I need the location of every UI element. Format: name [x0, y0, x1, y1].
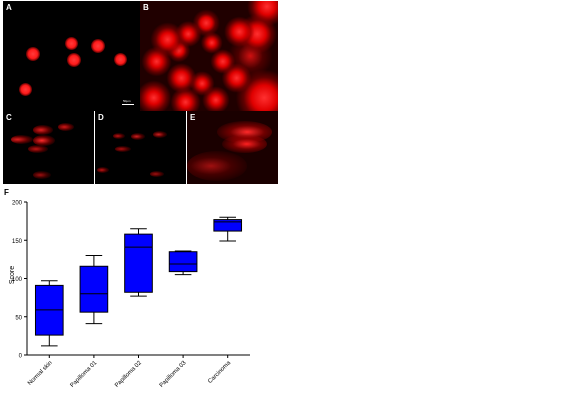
y-tick-label: 200 [12, 201, 23, 207]
y-axis-label: Score [9, 266, 16, 284]
comet-tail [58, 123, 74, 131]
x-tick-label: Papilloma 01 [70, 360, 99, 389]
panel-label-a: A [6, 3, 12, 12]
box-iqr [80, 266, 108, 312]
comet-nucleus [65, 37, 78, 50]
comet-nucleus [67, 53, 81, 67]
comet-tail [150, 171, 164, 177]
comet-tail [28, 145, 48, 153]
comet-tail [97, 167, 109, 173]
comet-nucleus [19, 83, 32, 96]
comet-tail [113, 133, 125, 139]
x-tick-label: Carcinoma [207, 360, 232, 385]
panel-label-e: E [190, 113, 195, 122]
y-tick-label: 150 [12, 239, 23, 245]
micrograph-panel-e: E [187, 111, 278, 184]
x-tick-label: Papilloma 03 [159, 360, 188, 389]
comet-tail [187, 151, 247, 181]
box-iqr [125, 234, 153, 292]
box-iqr [214, 220, 242, 231]
comet-tail [131, 133, 145, 140]
comet-tail [115, 146, 131, 152]
box-iqr [169, 252, 197, 272]
scale-bar [122, 104, 134, 105]
panel-label-f: F [4, 188, 9, 197]
comet-tail [11, 135, 33, 144]
panel-label-c: C [6, 113, 12, 122]
micrograph-panel-b: B B [140, 1, 278, 111]
comet-tail [33, 171, 51, 179]
x-tick-label: Papilloma 02 [114, 360, 143, 389]
comet-tail [153, 131, 167, 138]
comet-tail [222, 135, 267, 153]
comet-cluster [140, 1, 278, 111]
x-tick-label: Normal skin [27, 360, 54, 387]
micrograph-panel-d: D [95, 111, 186, 184]
micrograph-panel-c: C [3, 111, 94, 184]
panel-label-d: D [98, 113, 104, 122]
panel-label-b-overlay: B [143, 3, 149, 12]
y-tick-label: 0 [19, 354, 23, 360]
comet-tail [33, 125, 53, 135]
comet-nucleus [114, 53, 127, 66]
scale-bar-label: 50μm [123, 99, 131, 103]
y-tick-label: 50 [15, 315, 22, 321]
comet-nucleus [91, 39, 105, 53]
comet-nucleus [26, 47, 40, 61]
micrograph-panel-a: A 50μm [3, 1, 140, 111]
